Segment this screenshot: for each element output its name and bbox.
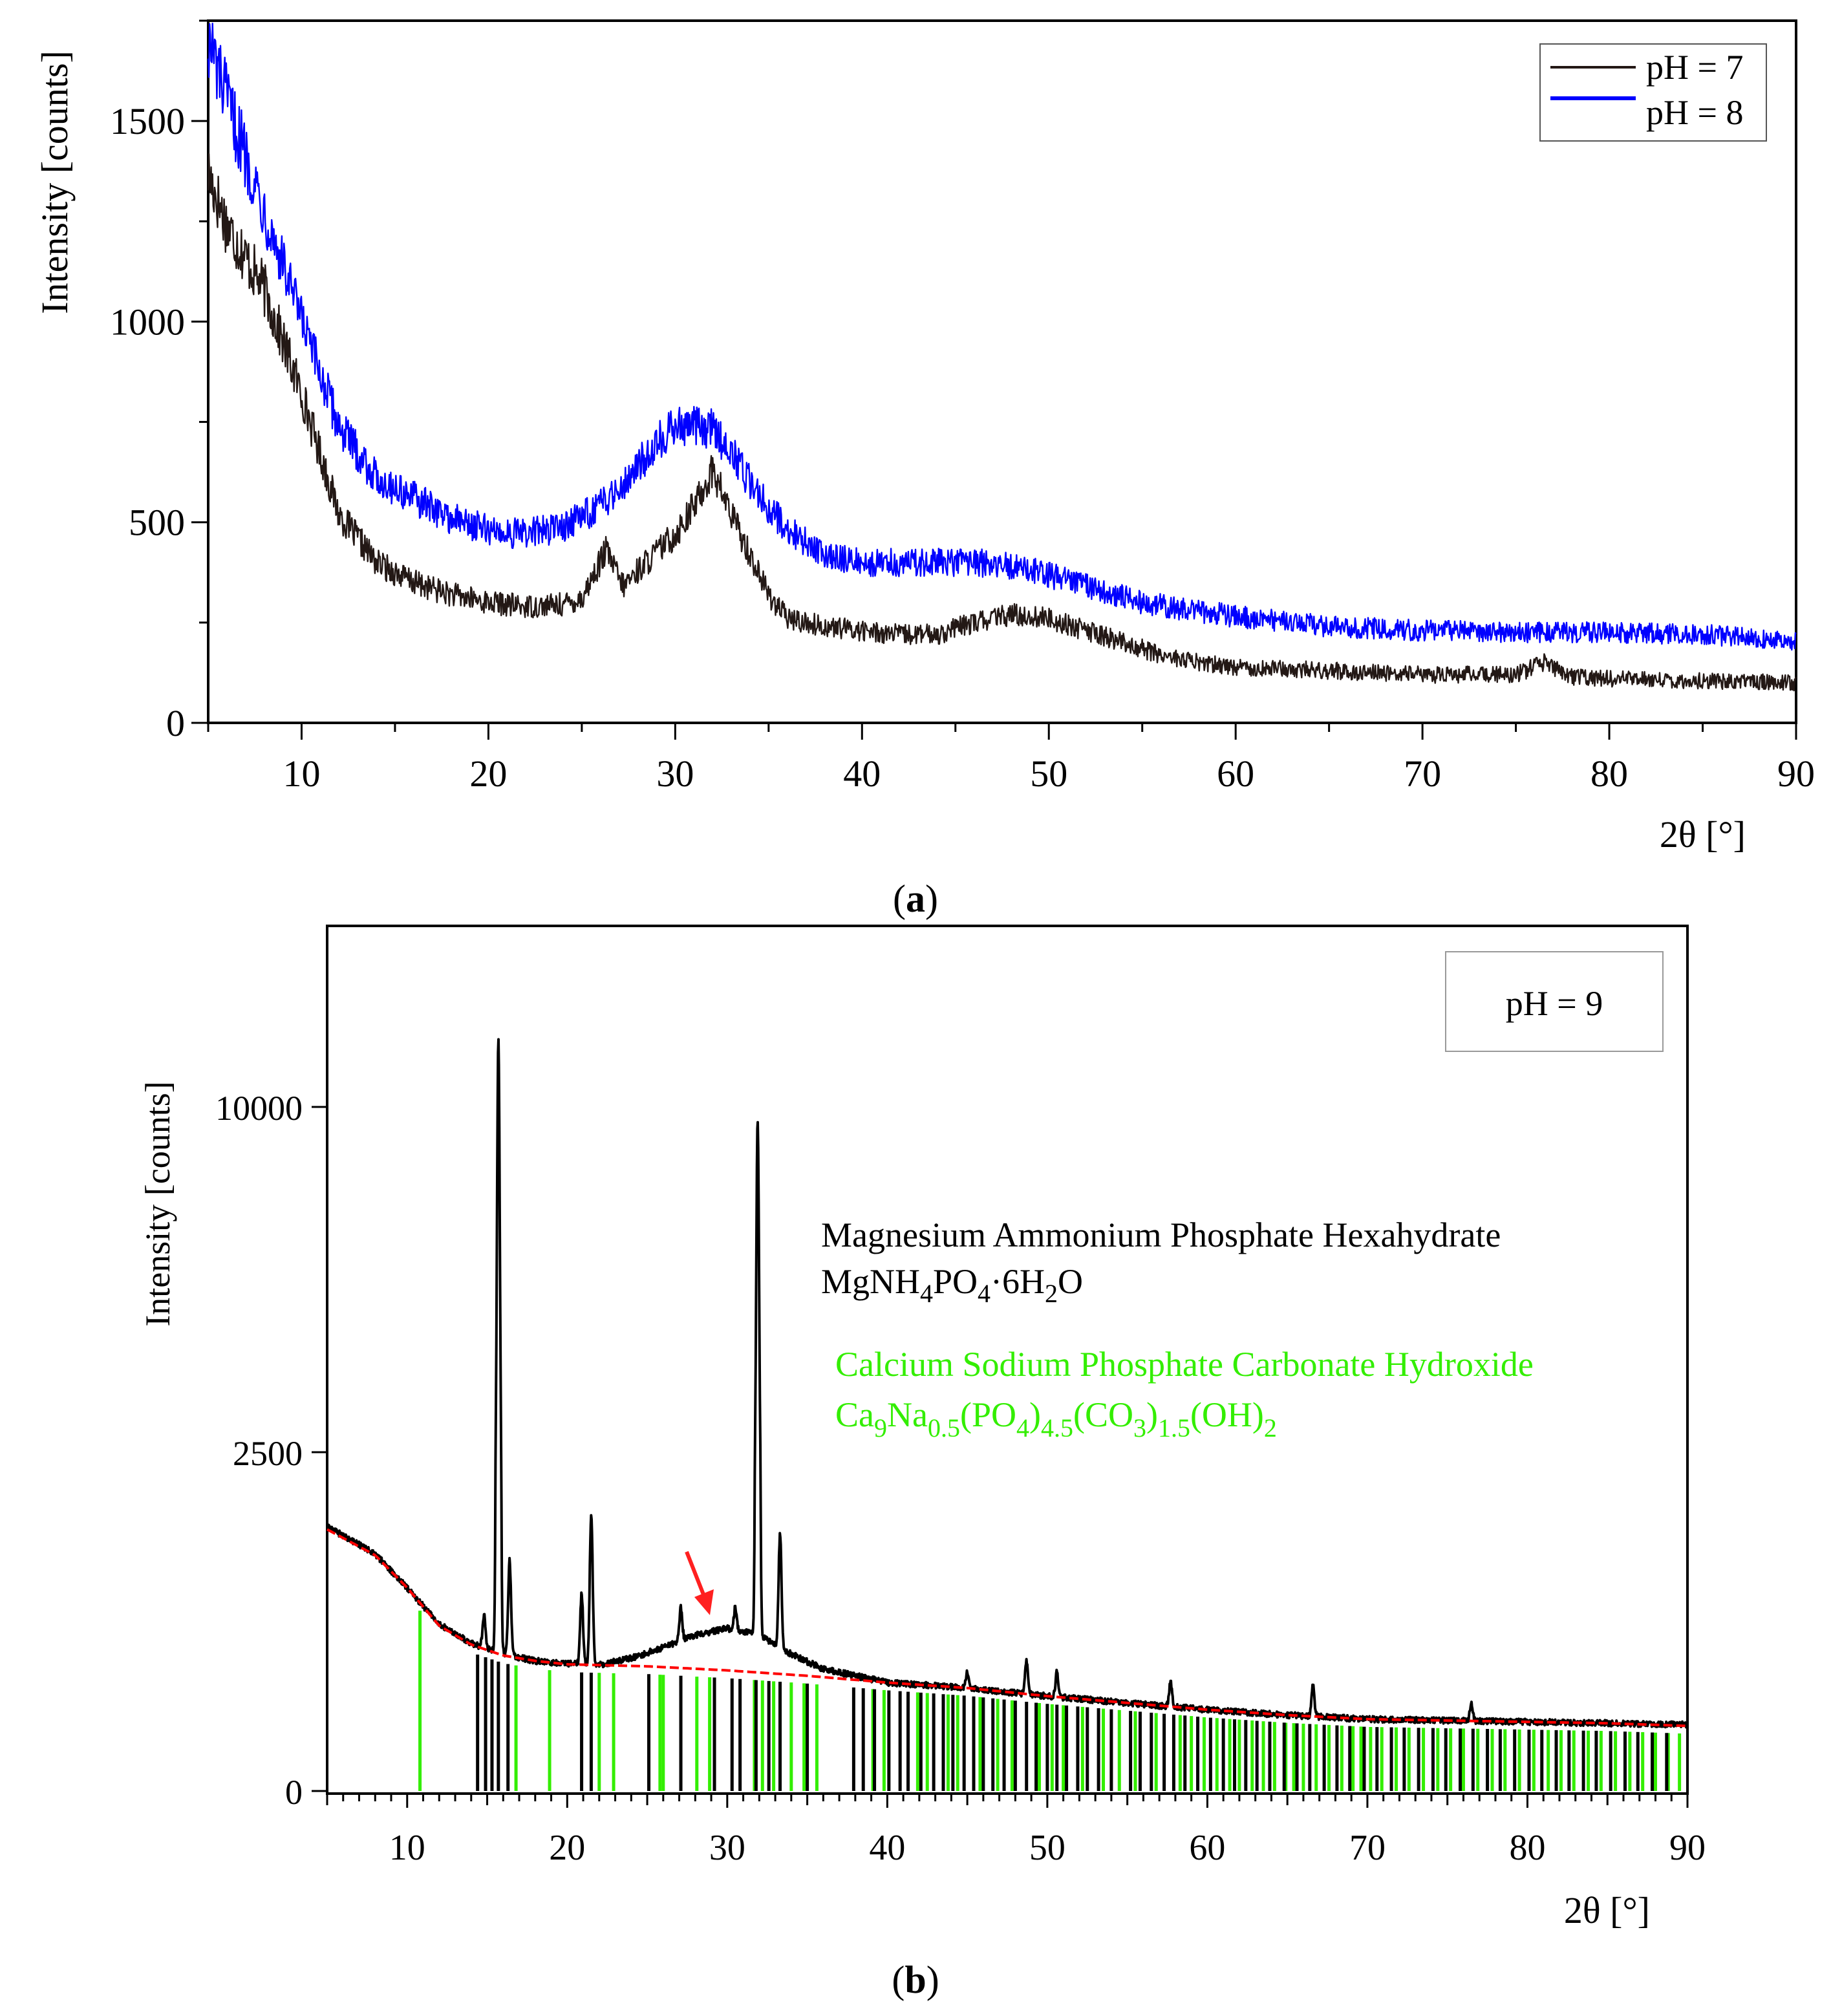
x-tick-label: 90 xyxy=(1777,753,1815,795)
x-tick-label: 80 xyxy=(1509,1828,1545,1868)
series-line-ph8 xyxy=(207,23,1797,651)
x-tick-label: 60 xyxy=(1189,1828,1225,1868)
x-tick-label: 90 xyxy=(1669,1828,1706,1868)
legend-label-ph9: pH = 9 xyxy=(1506,984,1603,1023)
x-tick-label: 50 xyxy=(1029,1828,1065,1868)
phase2-name: Calcium Sodium Phosphate Carbonate Hydro… xyxy=(835,1345,1534,1384)
panel-a-legend: pH = 7 pH = 8 xyxy=(1539,43,1767,142)
panel-b-plot-frame xyxy=(326,925,1689,1795)
y-tick-label: 1500 xyxy=(110,100,185,142)
panel-b-series-group xyxy=(326,1038,1689,1729)
panel-b-ylabel: Intensity [counts] xyxy=(138,1081,177,1326)
x-tick-label: 60 xyxy=(1217,753,1254,795)
y-tick-label: 1000 xyxy=(110,301,185,343)
panel-a-series-group xyxy=(207,23,1797,692)
y-tick-label: 10000 xyxy=(215,1089,303,1128)
panel-b-chart: 10 20 30 40 50 60 70 80 90 0 2500 10000 pH = 9 Magn… xyxy=(138,925,1706,2001)
panel-a-axes: 10 20 30 40 50 60 70 80 90 0 500 1000 1500 xyxy=(110,19,1815,795)
panel-b-xlabel: 2θ [°] xyxy=(1564,1889,1650,1931)
x-tick-label: 30 xyxy=(709,1828,745,1868)
phase1-name: Magnesium Ammonium Phosphate Hexahydrate xyxy=(821,1216,1501,1254)
series-line-ph7 xyxy=(207,153,1797,692)
x-tick-label: 40 xyxy=(843,753,881,795)
x-tick-label: 20 xyxy=(469,753,507,795)
x-tick-label: 80 xyxy=(1590,753,1628,795)
x-tick-label: 10 xyxy=(389,1828,425,1868)
panel-a-chart: 10 20 30 40 50 60 70 80 90 0 500 1000 1500 pH = 7 pH… xyxy=(34,19,1815,920)
x-tick-label: 50 xyxy=(1030,753,1067,795)
x-tick-label: 20 xyxy=(549,1828,585,1868)
panel-a-legend-box xyxy=(1539,43,1767,142)
phase1-formula: MgNH4PO4·6H2O xyxy=(821,1262,1083,1308)
x-tick-label: 10 xyxy=(283,753,320,795)
panel-a-xlabel: 2θ [°] xyxy=(1660,813,1746,855)
panel-a-ylabel: Intensity [counts] xyxy=(34,50,76,314)
y-tick-label: 2500 xyxy=(233,1434,303,1473)
y-tick-label: 0 xyxy=(285,1773,303,1812)
panel-a-caption: (a) xyxy=(893,877,938,920)
x-tick-label: 70 xyxy=(1404,753,1441,795)
panel-b-caption-letter: b xyxy=(905,1958,926,2001)
x-tick-label: 70 xyxy=(1349,1828,1386,1868)
legend-label-ph7: pH = 7 xyxy=(1646,48,1743,87)
red-arrow xyxy=(685,1550,714,1615)
panel-a-caption-letter: a xyxy=(906,877,925,920)
legend-label-ph8: pH = 8 xyxy=(1646,93,1743,132)
x-tick-label: 30 xyxy=(656,753,694,795)
y-tick-label: 500 xyxy=(129,502,185,544)
panel-b-caption: (b) xyxy=(892,1958,939,2001)
y-tick-label: 0 xyxy=(166,702,185,744)
phase2-formula: Ca9Na0.5(PO4)4.5(CO3)1.5(OH)2 xyxy=(835,1395,1277,1442)
panel-a-plot-frame xyxy=(207,19,1797,724)
panel-b-legend-box xyxy=(1445,951,1664,1052)
series-line-background xyxy=(327,1528,1688,1728)
panel-b-axes: 10 20 30 40 50 60 70 80 90 0 2500 10000 xyxy=(215,1089,1706,1868)
panel-b-reference-lines xyxy=(418,1611,1682,1791)
panel-b-legend: pH = 9 xyxy=(1445,951,1664,1052)
x-tick-label: 40 xyxy=(869,1828,905,1868)
